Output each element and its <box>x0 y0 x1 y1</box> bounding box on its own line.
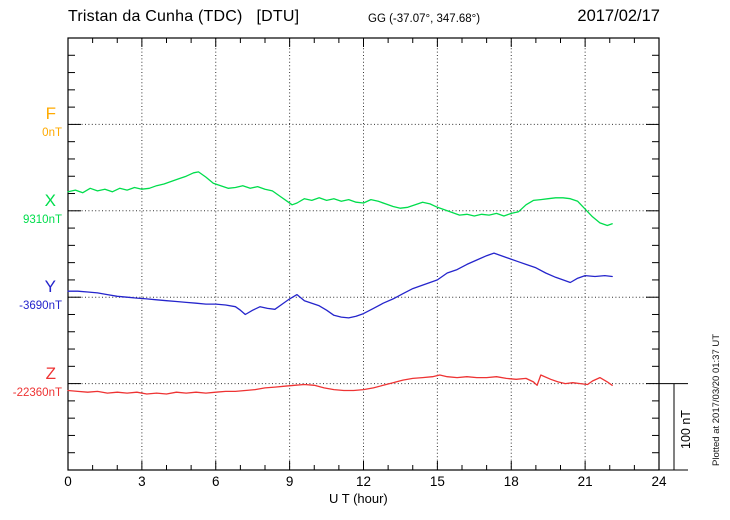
scale-bar-label: 100 nT <box>679 410 693 449</box>
x-tick-label-9: 9 <box>285 474 294 489</box>
x-tick-label-21: 21 <box>577 474 593 489</box>
plot-date: 2017/02/17 <box>577 7 660 25</box>
x-tick-label-12: 12 <box>355 474 372 489</box>
x-axis-title: U T (hour) <box>329 491 388 506</box>
channel-baseline-x: 9310nT <box>22 213 62 226</box>
channel-baseline-z: -22360nT <box>12 386 62 399</box>
agency-name: [DTU] <box>256 8 300 25</box>
channel-letter-f: F <box>45 104 56 124</box>
x-tick-label-24: 24 <box>651 474 667 489</box>
plot-credit: Plotted at 2017/03/20 01:37 UT <box>711 333 722 466</box>
channel-letter-z: Z <box>45 363 56 383</box>
page-title: Tristan da Cunha (TDC) [DTU] <box>68 8 299 26</box>
trace-x <box>67 171 613 227</box>
geographic-coordinates: GG (-37.07°, 347.68°) <box>368 13 481 25</box>
channel-label-x: X <box>0 192 62 209</box>
trace-y <box>67 252 613 319</box>
channel-label-f: F <box>0 105 62 122</box>
station-name: Tristan da Cunha (TDC) <box>68 8 243 25</box>
channel-label-y: Y <box>0 278 62 295</box>
trace-z <box>67 374 613 395</box>
channel-letter-y: Y <box>44 277 56 297</box>
channel-baseline-f: 0nT <box>42 127 62 140</box>
x-tick-label-3: 3 <box>138 474 146 489</box>
x-tick-label-6: 6 <box>211 474 220 489</box>
x-tick-label-18: 18 <box>503 474 519 489</box>
channel-letter-x: X <box>44 190 56 210</box>
channel-baseline-y: -3690nT <box>19 300 62 313</box>
x-tick-label-0: 0 <box>64 474 72 489</box>
x-tick-label-15: 15 <box>429 474 445 489</box>
channel-label-z: Z <box>0 365 62 382</box>
